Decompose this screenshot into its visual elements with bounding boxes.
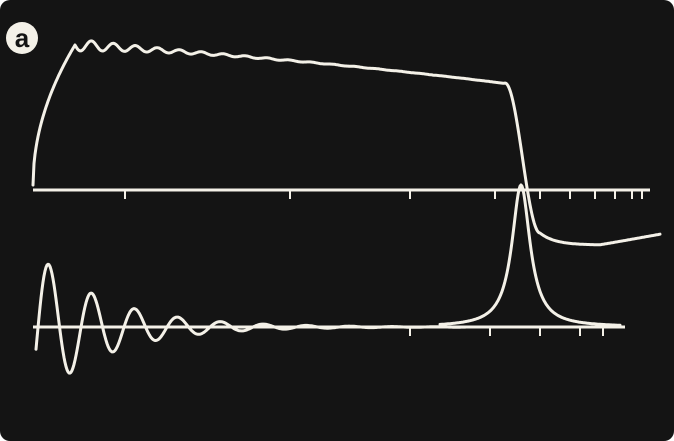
traces bbox=[31, 39, 662, 375]
resonance-peak bbox=[438, 183, 622, 327]
panel-label: a bbox=[15, 23, 30, 53]
top-trace bbox=[31, 39, 662, 247]
panel-label-badge bbox=[6, 22, 38, 54]
ringing-trace bbox=[34, 262, 472, 375]
